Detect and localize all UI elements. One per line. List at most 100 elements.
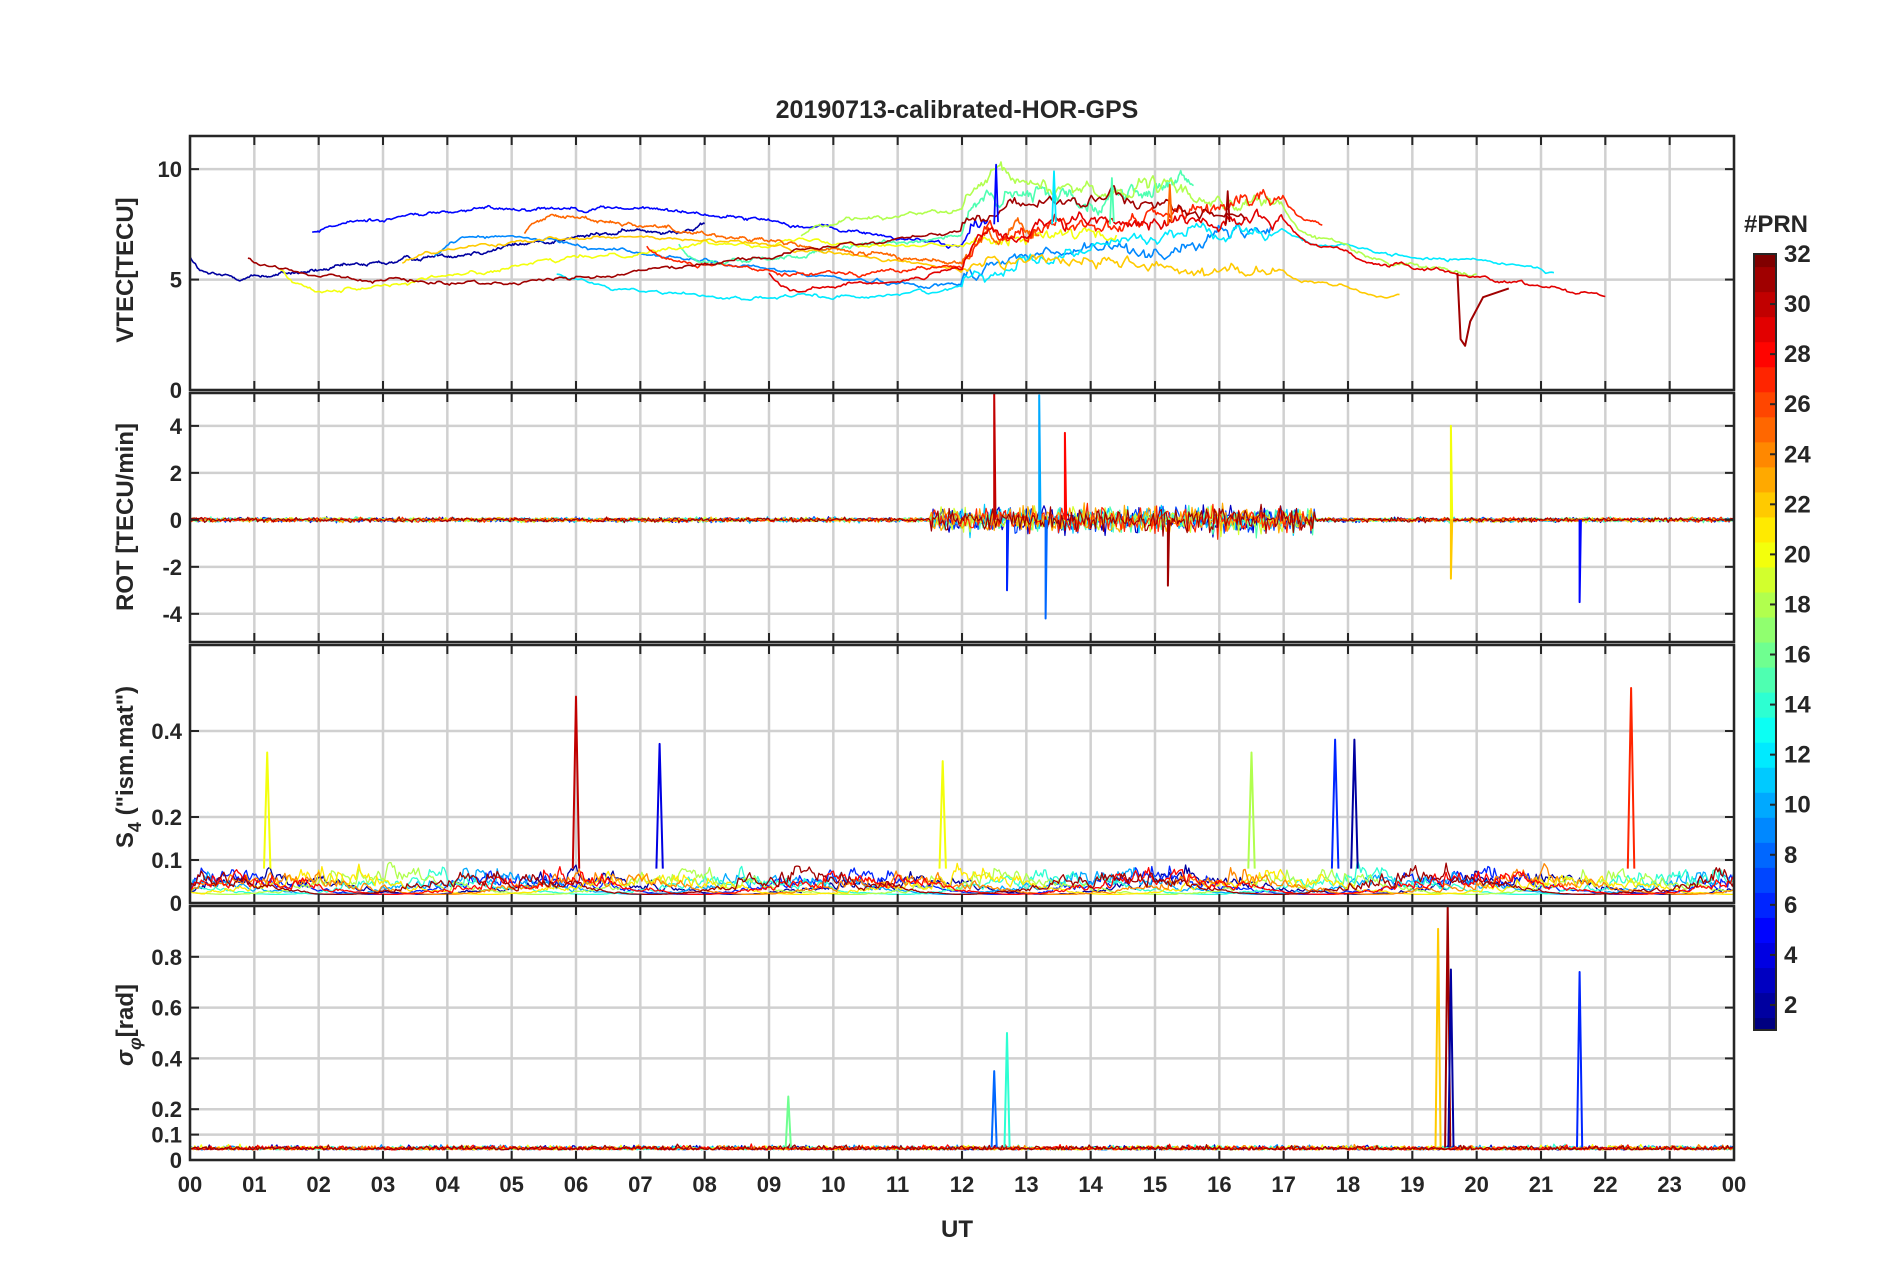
colorbar-swatch-prn-5 (1754, 917, 1776, 943)
panel-s4-frame (188, 643, 1736, 905)
colorbar-tick-label: 6 (1784, 892, 1797, 919)
s4-series-prn-2 (189, 864, 1735, 896)
colorbar-swatch-prn-26 (1754, 391, 1776, 418)
s4-peak-6 (1350, 738, 1359, 869)
colorbar-swatch-prn-22 (1754, 491, 1776, 518)
vtec-peak-prn-5 (993, 163, 999, 225)
sigma-peak-3 (1434, 927, 1442, 1148)
colorbar-swatch-prn-32 (1754, 254, 1776, 268)
vtec-dip-prn-31 (1456, 272, 1510, 347)
colorbar-tick-label: 26 (1784, 391, 1811, 418)
rot-burst-6 (1449, 424, 1454, 520)
colorbar-swatch-prn-28 (1754, 341, 1776, 368)
colorbar-swatch-prn-2 (1754, 992, 1776, 1019)
colorbar-swatch-prn-17 (1754, 616, 1776, 643)
vtec-series-prn-5 (312, 204, 989, 249)
colorbar-swatch-prn-11 (1754, 767, 1776, 793)
s4-peak-3 (938, 760, 947, 869)
panel-sigma-ytick-label: 0.4 (151, 1046, 182, 1071)
x-tick-label: 06 (564, 1172, 588, 1197)
panel-vtec-frame (188, 134, 1736, 392)
panel-rot-frame (188, 391, 1736, 644)
rot-burst-0 (993, 392, 997, 520)
vtec-peak-prn-12 (1051, 170, 1057, 225)
vtec-series-prn-31 (247, 185, 1246, 286)
colorbar-swatch-prn-10 (1754, 792, 1776, 818)
vtec-series-prn-9 (433, 223, 1272, 289)
panel-s4-ytick-label: 0.1 (151, 848, 182, 873)
x-tick-label: 18 (1336, 1172, 1360, 1197)
panel-s4-ytick-label: 0.4 (151, 719, 182, 744)
colorbar-swatch-prn-14 (1754, 692, 1776, 718)
vtec-series-prn-22 (401, 235, 1400, 299)
panel-vtec-series (189, 161, 1606, 347)
x-tick-label: 04 (435, 1172, 460, 1197)
x-tick-label: 21 (1529, 1172, 1553, 1197)
panel-s4: 0 0.1 0.2 0.4 (151, 643, 1736, 916)
x-tick-label: 19 (1400, 1172, 1424, 1197)
s4-series-prn-28 (189, 866, 1735, 896)
panel-sigma-ytick-label: 0.8 (151, 945, 182, 970)
colorbar-swatch-prn-21 (1754, 516, 1776, 543)
colorbar-swatch-prn-30 (1754, 291, 1776, 318)
sigma-series-prn-31 (189, 1143, 1735, 1151)
panel-rot: -4 -2 0 2 4 (162, 391, 1736, 644)
x-tick-label: 16 (1207, 1172, 1231, 1197)
panel-sigma-frame (188, 904, 1736, 1162)
colorbar-swatch-prn-20 (1754, 541, 1776, 568)
vtec-series-prn-25 (523, 213, 1040, 265)
s4-peak-5 (1330, 738, 1340, 869)
sigma-peak-0 (1003, 1032, 1011, 1148)
colorbar-tick-label: 18 (1784, 591, 1811, 618)
rot-burst-8 (1578, 519, 1582, 604)
x-tick-label: 15 (1143, 1172, 1167, 1197)
x-tick-label: 11 (886, 1172, 909, 1197)
s4-peak-1 (263, 751, 272, 869)
panel-sigma-ytick-label: 0.2 (151, 1097, 182, 1122)
panel-rot-ytick-label: 2 (170, 461, 182, 486)
rot-burst-4 (1063, 431, 1068, 520)
vtec-peak-prn-31 (1224, 190, 1231, 225)
panel-s4-ytick-label: 0 (170, 891, 182, 916)
vtec-series-prn-20 (279, 227, 1118, 294)
s4-ylabel-sub: 4 (125, 822, 145, 832)
rot-burst-2 (1038, 394, 1042, 520)
sigma-peak-5 (1447, 968, 1455, 1148)
x-tick-label: 17 (1271, 1172, 1295, 1197)
figure-title: 20190713-calibrated-HOR-GPS (776, 96, 1139, 124)
colorbar-swatch-prn-6 (1754, 892, 1776, 918)
s4-peak-0 (571, 695, 581, 869)
vtec-series-prn-18 (800, 161, 1477, 277)
colorbar-tick-label: 22 (1784, 491, 1811, 518)
x-tick-label: 12 (950, 1172, 974, 1197)
rot-series-prn-31 (189, 503, 1735, 537)
rot-series-prn-27 (189, 502, 1735, 540)
s4-peak-7 (1626, 687, 1636, 869)
vtec-series-prn-29 (768, 208, 1606, 298)
panel-rot-series (189, 392, 1735, 620)
x-tick-label: 09 (757, 1172, 781, 1197)
panel-rot-ytick-label: 0 (170, 508, 182, 533)
sigma-peak-6 (1576, 971, 1584, 1148)
colorbar-tick-label: 28 (1784, 341, 1811, 368)
colorbar-label: #PRN (1744, 211, 1808, 238)
panel-rot-ylabel: ROT [TECU/min] (112, 423, 139, 611)
colorbar-tick-label: 14 (1784, 692, 1811, 719)
panel-vtec-ytick-label: 5 (170, 268, 182, 293)
x-tick-label: 00 (1722, 1172, 1746, 1197)
colorbar-swatch-prn-29 (1754, 316, 1776, 343)
colorbar-tick-label: 32 (1784, 241, 1811, 268)
colorbar-swatch-prn-25 (1754, 416, 1776, 443)
panel-rot-ytick-label: 4 (170, 414, 183, 439)
panel-sigma-ytick-label: 0.6 (151, 996, 182, 1021)
rot-burst-1 (1006, 519, 1010, 592)
x-tick-label: 22 (1593, 1172, 1617, 1197)
panel-sigma-ylabel: σφ[rad] (112, 984, 145, 1066)
sigma-ylabel-rest: [rad] (112, 984, 139, 1037)
colorbar-tick-label: 2 (1784, 992, 1797, 1019)
x-tick-label: 14 (1078, 1172, 1103, 1197)
panel-vtec: 0 5 10 (158, 134, 1736, 403)
